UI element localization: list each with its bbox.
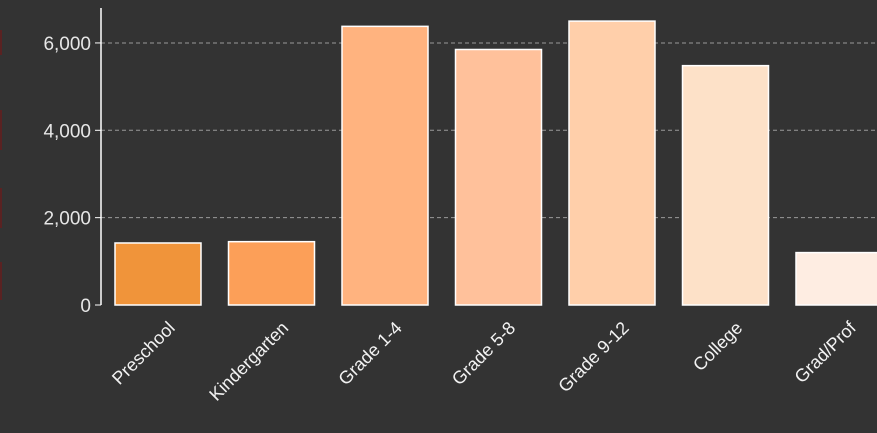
bar-grade-5-8 (454, 48, 543, 306)
x-tick-label: Kindergarten (205, 318, 292, 405)
bar-preschool (114, 242, 202, 306)
y-tick-label: 4,000 (43, 121, 91, 142)
bar-college (681, 64, 770, 306)
bar-grade-9-12 (568, 20, 656, 306)
y-axis-ticks: 0 2,000 4,000 6,000 (43, 34, 101, 317)
x-tick-label: Grade 1-4 (334, 318, 405, 389)
x-axis-labels: Preschool Kindergarten Grade 1-4 Grade 5-8 G… (108, 317, 860, 405)
x-tick-label: Preschool (108, 318, 179, 389)
y-tick-label: 6,000 (43, 34, 91, 55)
bars (114, 20, 877, 306)
bar-kindergarten (227, 240, 316, 306)
x-tick-label: Grade 9-12 (554, 318, 633, 397)
y-tick-label: 0 (80, 296, 91, 317)
y-tick-label: 2,000 (43, 209, 91, 230)
bar-grade-1-4 (341, 25, 429, 306)
x-tick-label: Grade 5-8 (448, 318, 519, 389)
bar-grad-prof (795, 251, 877, 306)
x-tick-label: College (689, 318, 746, 375)
x-tick-label: Grad/Prof (791, 317, 861, 387)
